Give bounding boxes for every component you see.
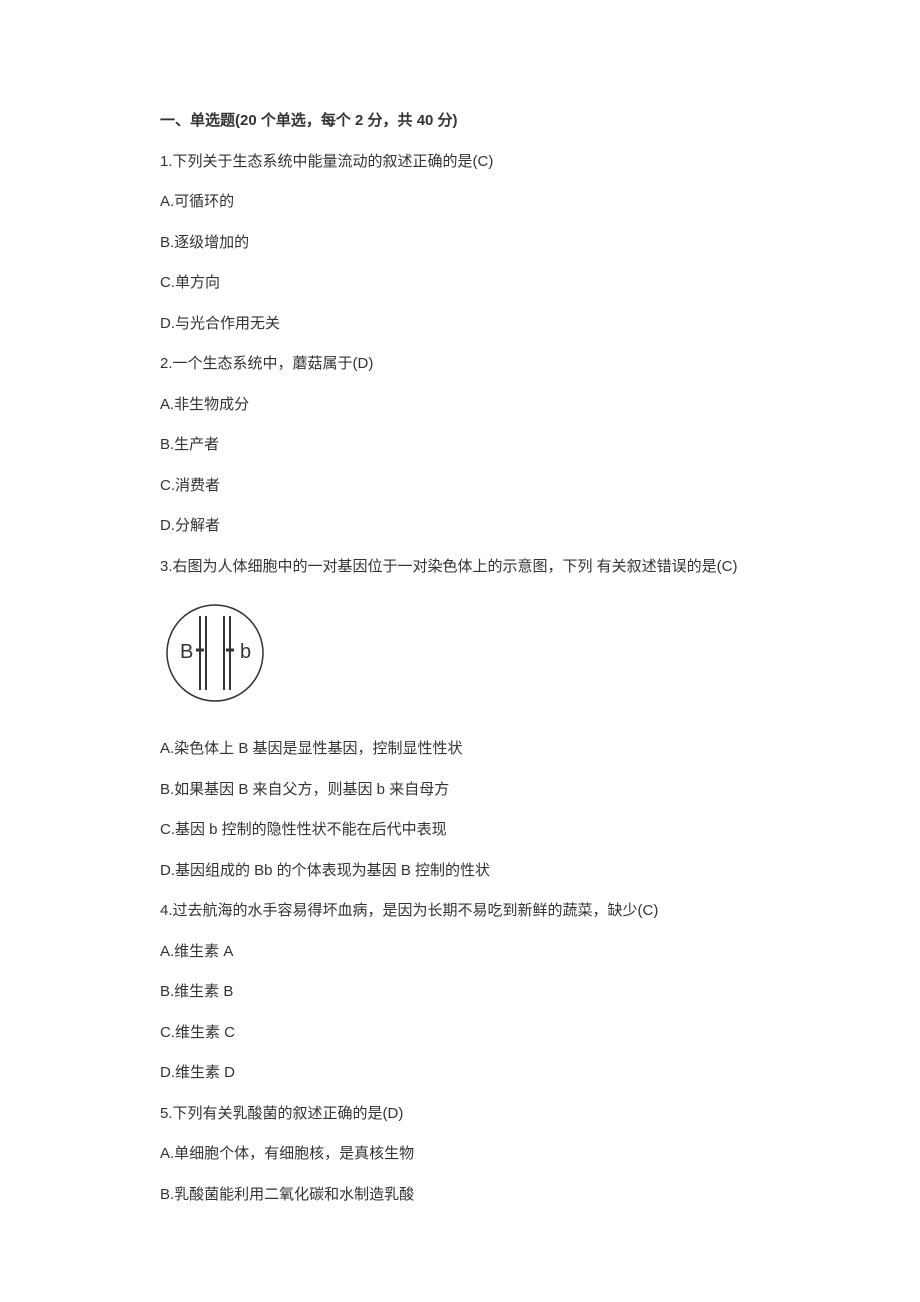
question-2-option-a: A.非生物成分 — [160, 394, 760, 417]
question-4-option-b: B.维生素 B — [160, 981, 760, 1004]
question-3-option-b: B.如果基因 B 来自父方，则基因 b 来自母方 — [160, 779, 760, 802]
section-title: 一、单选题(20 个单选，每个 2 分，共 40 分) — [160, 110, 760, 133]
question-5-text: 5.下列有关乳酸菌的叙述正确的是(D) — [160, 1103, 760, 1126]
question-5-option-a: A.单细胞个体，有细胞核，是真核生物 — [160, 1143, 760, 1166]
question-1-text: 1.下列关于生态系统中能量流动的叙述正确的是(C) — [160, 151, 760, 174]
chromosome-diagram: B b — [160, 598, 760, 708]
question-2-text: 2.一个生态系统中，蘑菇属于(D) — [160, 353, 760, 376]
question-3-option-a: A.染色体上 B 基因是显性基因，控制显性性状 — [160, 738, 760, 761]
question-3-text: 3.右图为人体细胞中的一对基因位于一对染色体上的示意图，下列 有关叙述错误的是(… — [160, 556, 760, 579]
question-3-option-c: C.基因 b 控制的隐性性状不能在后代中表现 — [160, 819, 760, 842]
question-4-option-a: A.维生素 A — [160, 941, 760, 964]
question-1-option-c: C.单方向 — [160, 272, 760, 295]
question-4-text: 4.过去航海的水手容易得坏血病，是因为长期不易吃到新鲜的蔬菜，缺少(C) — [160, 900, 760, 923]
question-5-option-b: B.乳酸菌能利用二氧化碳和水制造乳酸 — [160, 1184, 760, 1207]
question-2-option-c: C.消费者 — [160, 475, 760, 498]
diagram-label-left: B — [180, 641, 193, 663]
question-2-option-d: D.分解者 — [160, 515, 760, 538]
question-1-option-d: D.与光合作用无关 — [160, 313, 760, 336]
question-2-option-b: B.生产者 — [160, 434, 760, 457]
diagram-label-right: b — [240, 641, 251, 663]
question-4-option-d: D.维生素 D — [160, 1062, 760, 1085]
question-1-option-b: B.逐级增加的 — [160, 232, 760, 255]
question-3-option-d: D.基因组成的 Bb 的个体表现为基因 B 控制的性状 — [160, 860, 760, 883]
chromosome-diagram-svg: B b — [160, 598, 270, 708]
question-1-option-a: A.可循环的 — [160, 191, 760, 214]
question-4-option-c: C.维生素 C — [160, 1022, 760, 1045]
